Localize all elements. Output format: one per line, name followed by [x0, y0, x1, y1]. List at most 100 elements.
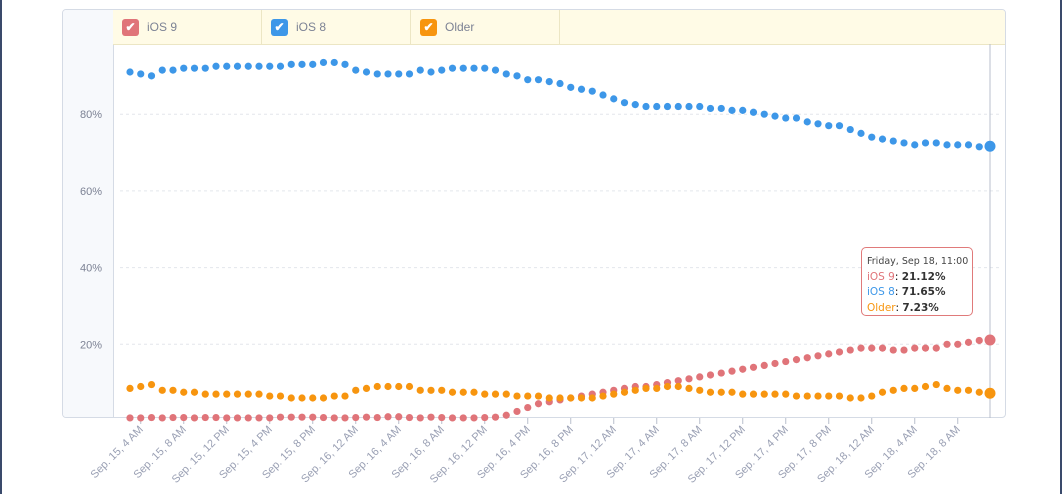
data-point-ios9 [158, 414, 166, 422]
data-point-ios8 [534, 76, 543, 84]
data-point-older [255, 390, 263, 398]
data-point-ios8 [416, 66, 424, 74]
data-point-ios8 [911, 141, 919, 149]
data-point-ios8 [201, 64, 209, 72]
legend-item-older[interactable]: ✔ Older [411, 10, 560, 44]
data-point-older [868, 392, 876, 400]
data-point-older [448, 388, 457, 396]
data-point-ios8 [943, 141, 951, 149]
y-tick-label: 60% [80, 186, 102, 198]
data-point-older [427, 386, 435, 394]
data-point-older [932, 380, 940, 389]
data-point-ios8 [964, 141, 973, 149]
data-point-ios8 [771, 112, 779, 120]
data-point-ios9 [448, 414, 457, 422]
data-point-ios8 [932, 139, 940, 147]
data-point-ios8 [126, 68, 134, 76]
window-left-edge [0, 0, 2, 494]
data-point-ios8 [212, 62, 220, 70]
data-point-older [244, 390, 252, 398]
data-point-ios8 [223, 62, 231, 70]
data-point-ios9 [857, 344, 865, 352]
data-point-older [491, 390, 500, 398]
checkbox-checked-icon[interactable]: ✔ [271, 18, 288, 36]
data-point-ios9 [792, 356, 801, 364]
data-point-older [717, 388, 725, 396]
data-point-ios9 [534, 400, 543, 408]
data-point-older [663, 382, 672, 391]
data-point-ios9 [932, 344, 940, 352]
data-point-ios9 [459, 414, 467, 422]
data-point-ios8 [631, 101, 639, 109]
data-point-older [137, 382, 145, 391]
data-point-ios8 [158, 66, 166, 74]
data-point-ios8 [137, 70, 145, 78]
data-point-ios9 [255, 414, 263, 422]
data-point-ios8 [233, 62, 242, 70]
data-point-ios8 [846, 125, 854, 134]
data-point-ios9 [319, 413, 328, 422]
tooltip-value: 7.23% [902, 301, 939, 314]
data-point-ios8 [825, 122, 833, 130]
data-point-ios9 [739, 365, 747, 373]
data-point-ios8 [147, 72, 156, 80]
data-point-older [287, 394, 295, 402]
data-point-older [147, 380, 156, 389]
data-point-older [674, 382, 682, 391]
data-point-older [158, 386, 166, 394]
data-point-older [792, 392, 801, 400]
data-point-ios8 [567, 83, 575, 91]
data-point-ios9 [846, 346, 854, 354]
data-point-ios8 [545, 78, 553, 86]
data-point-ios9 [137, 414, 145, 422]
data-point-older [362, 384, 371, 393]
data-point-ios9 [943, 340, 951, 348]
data-point-older [631, 386, 639, 394]
data-point-ios8 [975, 143, 983, 151]
data-point-ios9 [287, 413, 295, 421]
data-point-ios8 [169, 66, 177, 74]
data-point-ios9 [438, 413, 446, 422]
data-point-ios9 [878, 344, 887, 352]
data-point-ios9 [491, 413, 500, 421]
data-point-older [577, 394, 586, 402]
data-point-ios9 [266, 414, 274, 422]
legend-item-ios8[interactable]: ✔ iOS 8 [262, 10, 411, 44]
data-point-ios8 [448, 64, 457, 72]
data-point-older [416, 386, 424, 394]
data-point-older [921, 382, 930, 391]
data-point-ios9 [395, 413, 403, 421]
legend-item-ios9[interactable]: ✔ iOS 9 [113, 10, 262, 44]
data-point-older [330, 392, 338, 400]
data-point-ios9 [233, 414, 242, 422]
data-point-ios8 [642, 102, 650, 111]
data-point-older [180, 388, 188, 396]
checkbox-checked-icon[interactable]: ✔ [122, 18, 139, 36]
legend-label: iOS 9 [147, 20, 178, 34]
data-point-ios9 [373, 413, 381, 422]
data-point-ios9 [921, 344, 930, 352]
data-point-ios9 [276, 413, 285, 421]
data-point-ios9 [513, 407, 521, 416]
data-point-older [975, 388, 983, 396]
tooltip-title: Friday, Sep 18, 11:00 [867, 256, 969, 267]
data-point-ios8 [760, 110, 768, 118]
data-point-older [964, 386, 973, 394]
data-point-older [459, 388, 467, 396]
checkbox-checked-icon[interactable]: ✔ [420, 18, 437, 36]
data-point-ios9 [984, 334, 996, 346]
data-point-ios9 [674, 377, 682, 385]
data-point-ios8 [373, 70, 381, 78]
data-point-older [803, 392, 811, 400]
data-point-older [438, 386, 446, 394]
data-point-older [728, 388, 736, 396]
data-point-older [911, 384, 919, 393]
data-point-ios8 [384, 70, 392, 78]
data-point-ios8 [556, 79, 564, 88]
data-point-ios8 [599, 91, 607, 99]
data-point-older [513, 392, 521, 400]
data-point-ios8 [620, 99, 629, 107]
data-point-ios8 [180, 64, 188, 72]
data-point-ios8 [319, 58, 328, 67]
